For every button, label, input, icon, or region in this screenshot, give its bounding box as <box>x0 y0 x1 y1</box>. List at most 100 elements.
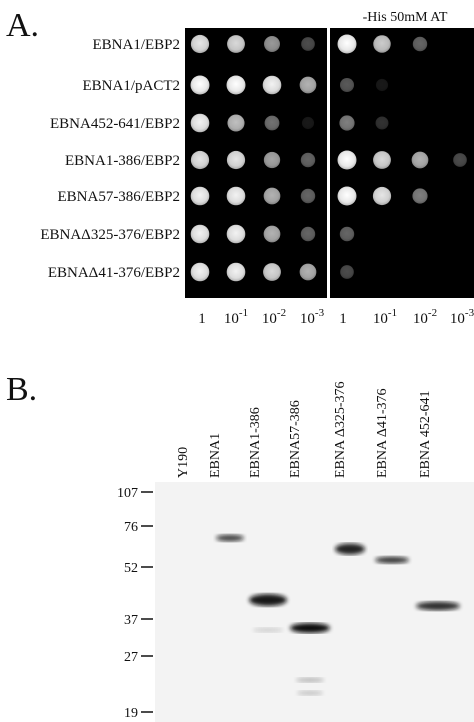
colony-spot <box>337 186 357 206</box>
dilution-base: 10 <box>262 311 277 327</box>
row-label: EBNA1/EBP2 <box>92 37 180 53</box>
dilution-label: 10-3 <box>450 307 474 327</box>
row-label: EBNA57-386/EBP2 <box>57 189 180 205</box>
marker-label: 107 <box>117 486 138 501</box>
colony-spot <box>375 116 389 130</box>
colony-spot <box>373 151 391 169</box>
dilution-base: 10 <box>300 311 315 327</box>
protein-band <box>296 677 324 683</box>
colony-spot <box>411 151 429 169</box>
protein-band <box>335 543 365 555</box>
colony-spot <box>190 34 210 54</box>
dilution-exponent: -3 <box>465 307 474 319</box>
colony-spot <box>301 37 315 51</box>
panel-label: A. <box>6 7 39 44</box>
lane-label: EBNA Δ325-376 <box>333 381 348 478</box>
protein-band <box>290 623 330 633</box>
colony-spot <box>299 263 317 281</box>
colony-spot <box>190 186 210 206</box>
row-label: EBNAΔ41-376/EBP2 <box>48 265 180 281</box>
colony-spot <box>226 150 246 170</box>
lane-label: EBNA Δ41-376 <box>375 388 390 478</box>
colony-spot <box>372 186 392 206</box>
colony-spot <box>373 35 391 53</box>
dilution-exponent: -1 <box>239 307 248 319</box>
colony-spot <box>264 36 280 52</box>
colony-spot <box>226 186 246 206</box>
dilution-label: 10-1 <box>224 307 248 327</box>
dilution-base: 10 <box>413 311 428 327</box>
protein-band <box>416 601 460 611</box>
colony-spot <box>190 262 210 282</box>
colony-spot <box>300 152 316 168</box>
dilution-label: 1 <box>198 311 206 327</box>
colony-spot <box>339 226 355 242</box>
dilution-label: 1 <box>339 311 347 327</box>
dilution-label: 10-1 <box>373 307 397 327</box>
colony-spot <box>337 34 357 54</box>
dilution-label: 10-3 <box>300 307 325 327</box>
colony-spot <box>226 75 246 95</box>
dilution-exponent: -2 <box>428 307 437 319</box>
protein-band <box>297 690 323 696</box>
dilution-base: 10 <box>224 311 239 327</box>
dilution-exponent: -3 <box>315 307 325 319</box>
marker-label: 52 <box>124 561 138 576</box>
marker-label: 19 <box>124 706 138 721</box>
dilution-base: 10 <box>373 311 388 327</box>
dilution-label: 10-2 <box>262 307 286 327</box>
colony-spot <box>190 75 210 95</box>
dilution-base: 1 <box>339 311 347 327</box>
row-label: EBNA1-386/EBP2 <box>65 153 180 169</box>
colony-spot <box>339 115 355 131</box>
colony-spot <box>263 225 281 243</box>
colony-spot <box>226 224 246 244</box>
dilution-base: 10 <box>450 311 465 327</box>
row-label: EBNA452-641/EBP2 <box>50 116 180 132</box>
marker-label: 27 <box>124 650 138 665</box>
row-label: EBNAΔ325-376/EBP2 <box>40 227 180 243</box>
colony-spot <box>337 150 357 170</box>
colony-spot <box>227 35 245 53</box>
lane-label: EBNA 452-641 <box>418 391 433 479</box>
colony-spot <box>263 151 281 169</box>
lane-label: Y190 <box>176 447 191 478</box>
colony-spot <box>190 113 210 133</box>
colony-spot <box>340 265 354 279</box>
colony-spot <box>300 226 316 242</box>
colony-spot <box>412 188 428 204</box>
condition-label: -His 50mM AT <box>363 10 448 25</box>
protein-band <box>253 627 283 633</box>
colony-spot <box>227 114 245 132</box>
dilution-exponent: -1 <box>388 307 397 319</box>
colony-spot <box>263 263 281 281</box>
colony-spot <box>262 75 282 95</box>
colony-spot <box>300 188 316 204</box>
protein-band <box>375 556 409 564</box>
panel-label: B. <box>6 371 37 408</box>
dilution-base: 1 <box>198 311 206 327</box>
marker-label: 76 <box>124 520 138 535</box>
blot <box>155 482 474 722</box>
dilution-exponent: -2 <box>277 307 286 319</box>
colony-spot <box>339 77 355 93</box>
lane-label: EBNA57-386 <box>288 400 303 478</box>
colony-spot <box>375 78 389 92</box>
colony-spot <box>301 116 315 130</box>
protein-band <box>249 594 287 606</box>
colony-spot <box>264 115 280 131</box>
colony-spot <box>190 224 210 244</box>
colony-spot <box>190 150 210 170</box>
dilution-label: 10-2 <box>413 307 437 327</box>
protein-band <box>216 534 244 542</box>
marker-label: 37 <box>124 613 138 628</box>
colony-spot <box>453 153 467 167</box>
row-label: EBNA1/pACT2 <box>83 78 181 94</box>
lane-label: EBNA1-386 <box>248 407 263 478</box>
colony-spot <box>299 76 317 94</box>
lane-label: EBNA1 <box>208 433 223 478</box>
colony-spot <box>226 262 246 282</box>
colony-spot <box>412 36 428 52</box>
colony-spot <box>263 187 281 205</box>
